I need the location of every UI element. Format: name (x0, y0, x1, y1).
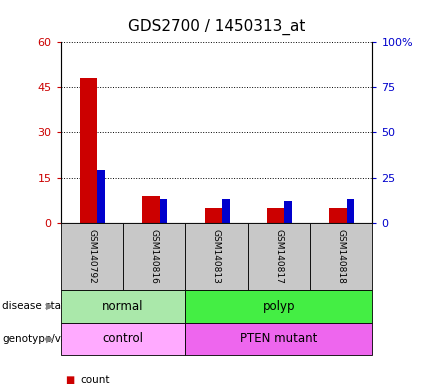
Bar (330, 208, 347, 223)
Text: ▶: ▶ (46, 301, 54, 311)
Bar (97, 170, 105, 223)
Text: PTEN mutant: PTEN mutant (240, 333, 317, 345)
Bar (347, 199, 354, 223)
Text: ■: ■ (65, 375, 74, 384)
Text: GDS2700 / 1450313_at: GDS2700 / 1450313_at (128, 19, 305, 35)
Text: control: control (103, 333, 143, 345)
Text: GSM140818: GSM140818 (337, 229, 346, 284)
Text: count: count (80, 375, 110, 384)
Bar (267, 208, 284, 223)
Bar (160, 199, 167, 223)
Bar (142, 196, 160, 223)
Text: normal: normal (102, 300, 144, 313)
Text: genotype/variation: genotype/variation (2, 334, 101, 344)
Text: GSM140813: GSM140813 (212, 229, 221, 284)
Bar (205, 208, 222, 223)
Text: disease state: disease state (2, 301, 72, 311)
Text: polyp: polyp (262, 300, 295, 313)
Text: GSM140816: GSM140816 (150, 229, 158, 284)
Bar (222, 199, 229, 223)
Text: GSM140792: GSM140792 (87, 229, 96, 284)
Bar (284, 201, 292, 223)
Text: GSM140817: GSM140817 (275, 229, 283, 284)
Bar (80, 78, 97, 223)
Text: ▶: ▶ (46, 334, 54, 344)
